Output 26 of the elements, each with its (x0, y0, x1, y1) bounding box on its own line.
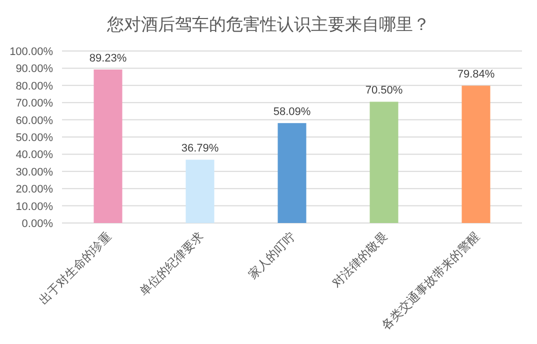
bar (186, 160, 214, 223)
y-tick-label: 60.00% (16, 114, 54, 127)
y-tick-label: 20.00% (16, 184, 54, 196)
data-label: 36.79% (181, 142, 219, 155)
x-tick-label: 单位的纪律要求 (136, 229, 206, 299)
y-tick-label: 40.00% (16, 149, 54, 162)
x-tick-label: 对法律的敬畏 (329, 229, 390, 290)
x-tick-label: 家人的叮咛 (246, 229, 298, 282)
y-tick-label: 10.00% (16, 200, 54, 213)
bar (370, 102, 398, 223)
data-label: 70.50% (365, 84, 403, 97)
bar (94, 70, 122, 223)
y-tick-label: 50.00% (16, 132, 54, 144)
x-tick-label: 出于对生命的珍重 (36, 229, 114, 308)
y-tick-label: 30.00% (16, 166, 54, 178)
data-label: 58.09% (273, 106, 311, 118)
y-tick-label: 0.00% (22, 218, 54, 230)
bar (278, 123, 306, 223)
chart-title: 您对酒后驾车的危害性认识主要来自哪里？ (106, 15, 430, 34)
bar (462, 86, 490, 223)
data-label: 79.84% (457, 68, 495, 81)
data-label: 89.23% (89, 52, 127, 65)
y-tick-label: 80.00% (16, 80, 54, 92)
y-tick-label: 90.00% (16, 63, 54, 76)
y-tick-label: 100.00% (10, 46, 54, 58)
y-tick-label: 70.00% (16, 98, 54, 110)
